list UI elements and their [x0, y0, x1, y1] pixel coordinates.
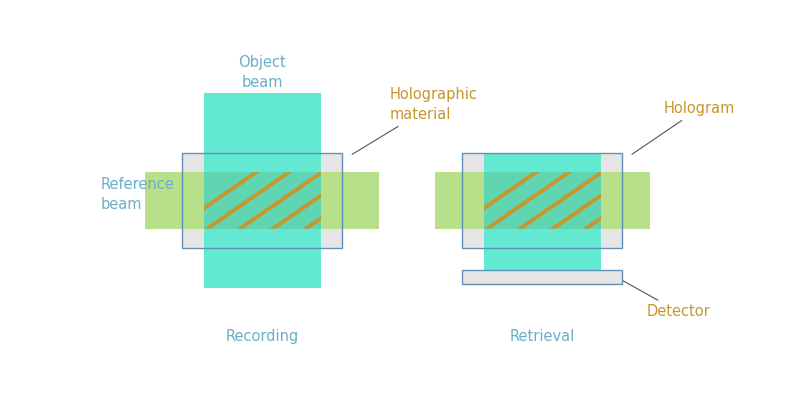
- Bar: [204, 172, 321, 229]
- Polygon shape: [747, 172, 794, 229]
- Polygon shape: [401, 172, 489, 229]
- Bar: [484, 153, 601, 248]
- Polygon shape: [467, 172, 555, 229]
- Polygon shape: [434, 172, 522, 229]
- Text: Object
beam: Object beam: [238, 55, 286, 90]
- Polygon shape: [615, 172, 703, 229]
- Text: Detector: Detector: [619, 278, 711, 320]
- Polygon shape: [303, 172, 391, 229]
- Polygon shape: [648, 172, 737, 229]
- Bar: [484, 172, 601, 229]
- Text: Recording: Recording: [225, 329, 299, 344]
- Bar: [183, 153, 342, 248]
- Bar: [484, 248, 601, 270]
- Polygon shape: [517, 172, 605, 229]
- Polygon shape: [549, 172, 638, 229]
- Polygon shape: [171, 172, 260, 229]
- Bar: [204, 172, 321, 229]
- Text: Hologram: Hologram: [632, 101, 735, 154]
- Text: Holographic
material: Holographic material: [352, 87, 477, 154]
- Polygon shape: [270, 172, 358, 229]
- Text: Reference
beam: Reference beam: [101, 177, 174, 212]
- Text: Retrieval: Retrieval: [510, 329, 575, 344]
- Polygon shape: [335, 172, 424, 229]
- Bar: [462, 153, 622, 248]
- Polygon shape: [714, 172, 794, 229]
- Polygon shape: [681, 172, 769, 229]
- Polygon shape: [583, 172, 671, 229]
- Polygon shape: [484, 172, 572, 229]
- Bar: [462, 153, 622, 248]
- Polygon shape: [237, 172, 325, 229]
- Bar: [484, 172, 601, 229]
- Bar: [462, 172, 622, 229]
- Bar: [434, 172, 650, 229]
- Bar: [204, 93, 321, 288]
- Polygon shape: [451, 172, 539, 229]
- Bar: [145, 172, 380, 229]
- Bar: [462, 270, 622, 284]
- Polygon shape: [204, 172, 292, 229]
- Bar: [204, 153, 321, 248]
- Bar: [183, 153, 342, 248]
- Polygon shape: [368, 172, 457, 229]
- Bar: [183, 172, 342, 229]
